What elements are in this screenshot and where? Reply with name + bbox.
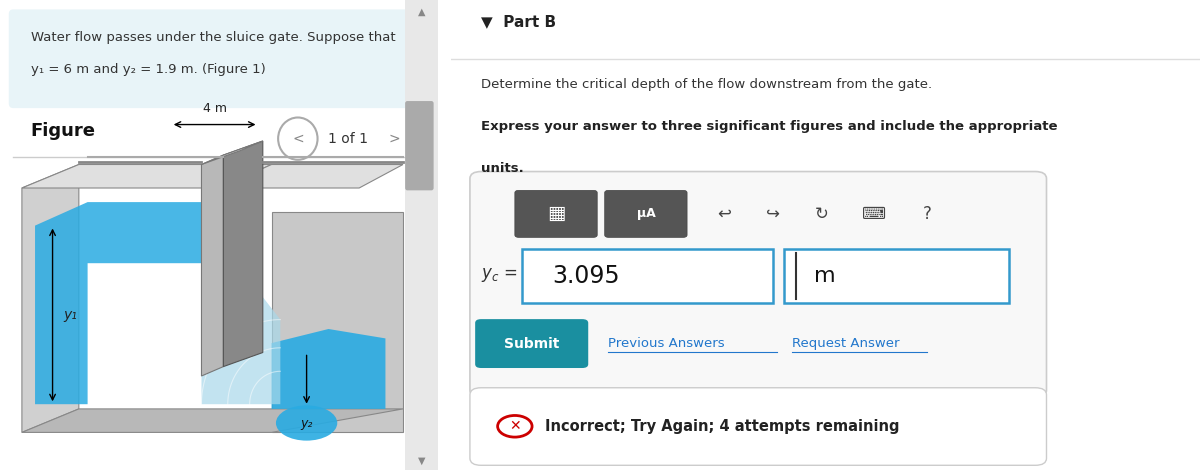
FancyBboxPatch shape: [515, 190, 598, 237]
Polygon shape: [223, 141, 263, 367]
Text: Previous Answers: Previous Answers: [608, 337, 725, 350]
Text: ▼  Part B: ▼ Part B: [481, 14, 557, 29]
Text: 3.095: 3.095: [552, 264, 620, 288]
Text: ⌨: ⌨: [863, 205, 887, 223]
Text: ▼: ▼: [418, 455, 425, 465]
Polygon shape: [22, 409, 403, 432]
Text: y₁ = 6 m and y₂ = 1.9 m. (Figure 1): y₁ = 6 m and y₂ = 1.9 m. (Figure 1): [31, 63, 265, 77]
Text: y₂: y₂: [300, 416, 313, 430]
Text: Express your answer to three significant figures and include the appropriate: Express your answer to three significant…: [481, 120, 1057, 133]
Polygon shape: [271, 212, 403, 432]
Polygon shape: [202, 263, 281, 404]
Text: ↻: ↻: [815, 205, 829, 223]
Text: Water flow passes under the sluice gate. Suppose that: Water flow passes under the sluice gate.…: [31, 31, 395, 44]
Text: y₁: y₁: [64, 308, 77, 322]
Polygon shape: [22, 164, 79, 432]
Text: $y_c$ =: $y_c$ =: [480, 266, 517, 284]
Polygon shape: [202, 141, 263, 164]
FancyBboxPatch shape: [470, 172, 1046, 397]
FancyBboxPatch shape: [8, 9, 416, 108]
FancyBboxPatch shape: [404, 0, 438, 470]
Polygon shape: [271, 329, 385, 409]
Polygon shape: [35, 202, 210, 404]
Polygon shape: [22, 164, 271, 188]
Text: Incorrect; Try Again; 4 attempts remaining: Incorrect; Try Again; 4 attempts remaini…: [545, 419, 899, 434]
Polygon shape: [220, 164, 403, 188]
Text: Figure: Figure: [31, 122, 96, 140]
Text: ?: ?: [923, 205, 931, 223]
Text: ↪: ↪: [767, 205, 780, 223]
Text: ✕: ✕: [509, 419, 521, 433]
FancyBboxPatch shape: [522, 249, 773, 303]
Text: units.: units.: [481, 162, 524, 175]
FancyBboxPatch shape: [475, 319, 588, 368]
Text: 4 m: 4 m: [203, 102, 227, 115]
Text: μA: μA: [636, 207, 655, 220]
Text: Determine the critical depth of the flow downstream from the gate.: Determine the critical depth of the flow…: [481, 78, 932, 91]
Ellipse shape: [276, 405, 337, 441]
FancyBboxPatch shape: [605, 190, 688, 237]
Text: Request Answer: Request Answer: [792, 337, 900, 350]
Text: 1 of 1: 1 of 1: [329, 132, 368, 146]
Text: <: <: [292, 132, 304, 146]
Text: ↩: ↩: [718, 205, 732, 223]
FancyBboxPatch shape: [785, 249, 1009, 303]
Text: Submit: Submit: [504, 337, 559, 351]
Text: m: m: [815, 266, 836, 286]
Text: >: >: [389, 132, 400, 146]
FancyBboxPatch shape: [406, 101, 433, 190]
Text: ▲: ▲: [418, 7, 425, 17]
Polygon shape: [202, 155, 223, 376]
Text: ▦: ▦: [547, 204, 565, 223]
FancyBboxPatch shape: [470, 388, 1046, 465]
